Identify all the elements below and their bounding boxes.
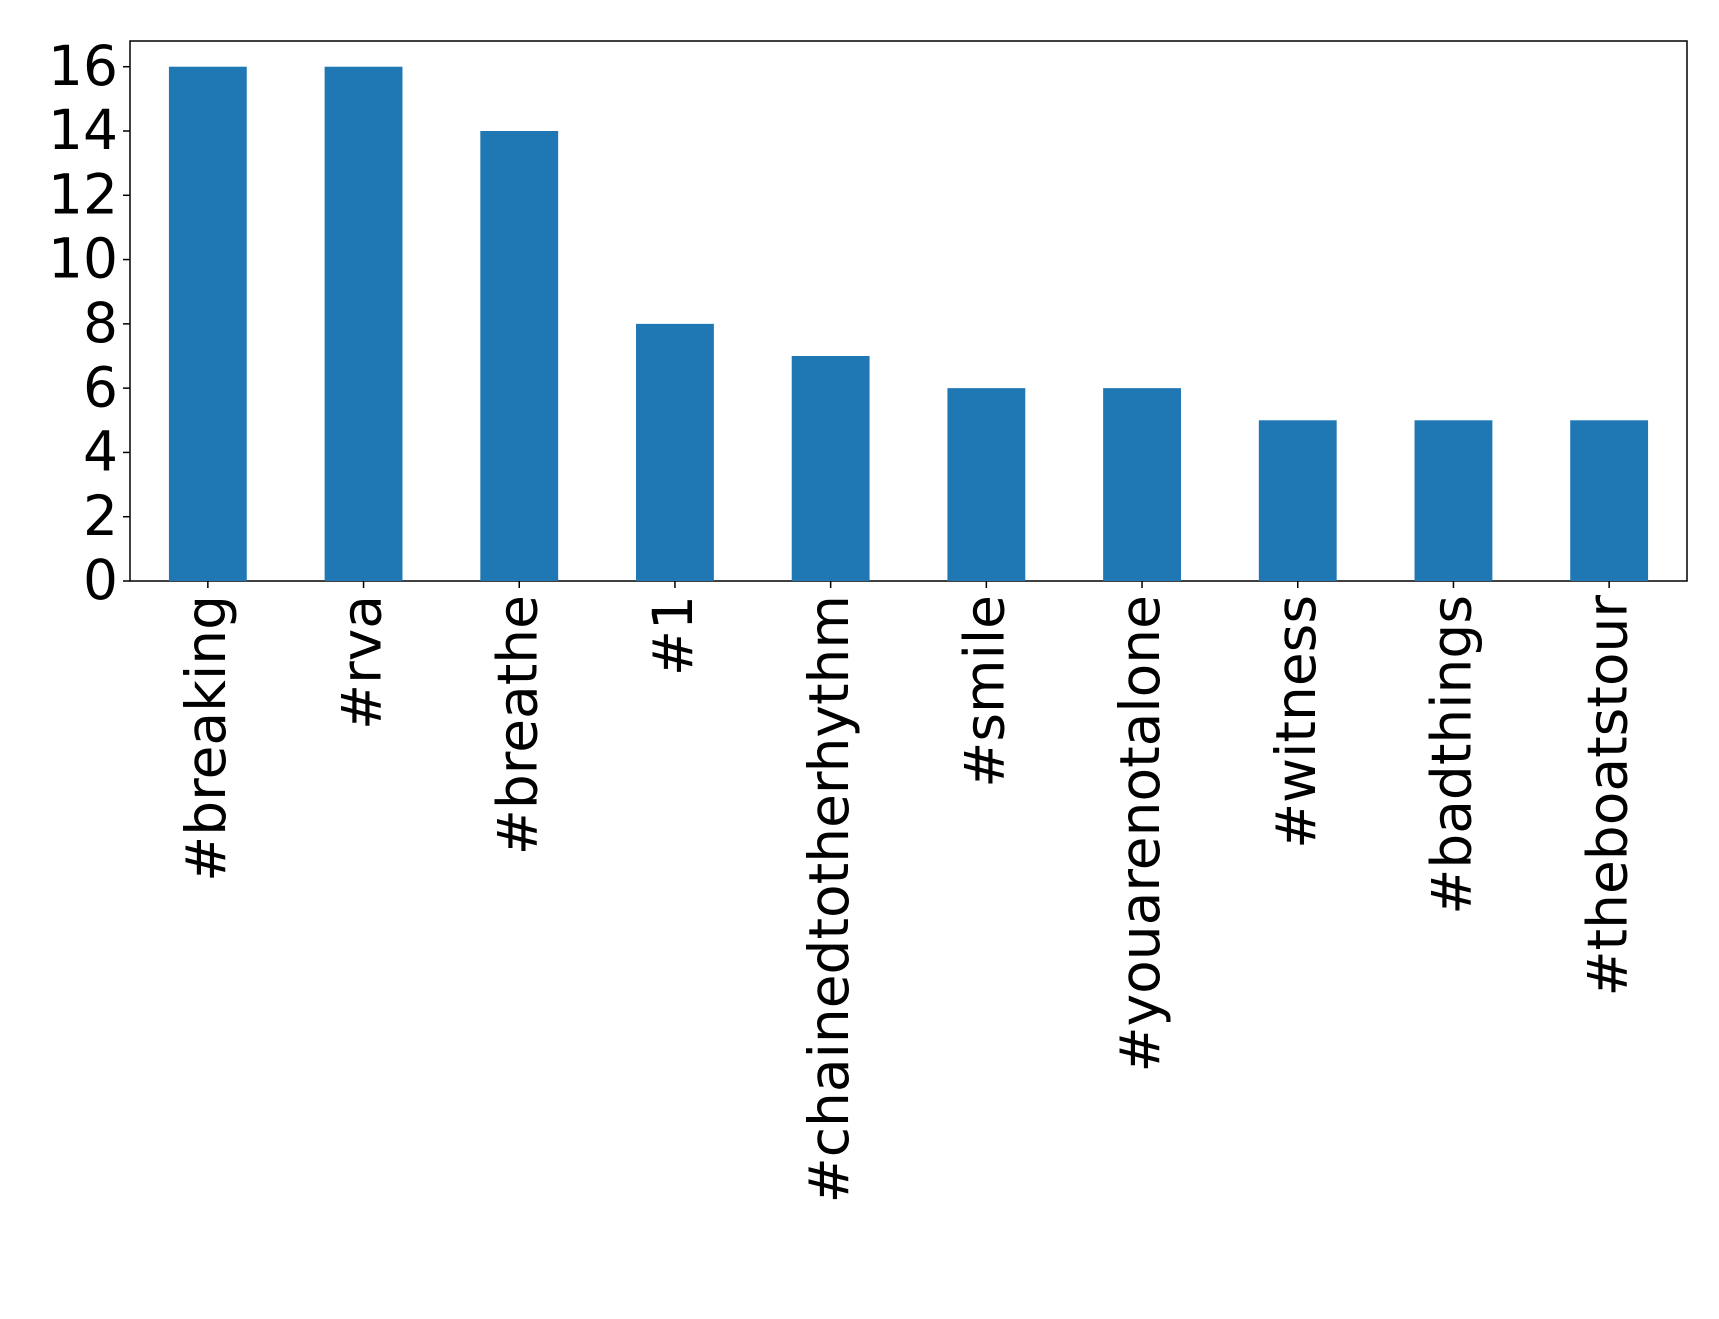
y-tick-label: 12 <box>48 162 118 226</box>
y-tick-label: 0 <box>83 548 118 612</box>
y-tick-label: 14 <box>48 98 118 162</box>
bar <box>480 131 559 581</box>
bar <box>1103 388 1181 581</box>
bar <box>324 66 403 581</box>
x-tick-label: #rva <box>330 595 394 730</box>
y-tick-label: 2 <box>83 484 118 548</box>
bar <box>791 356 870 581</box>
x-tick-label: #youarenotalone <box>1108 595 1172 1073</box>
x-tick-label: #badthings <box>1420 595 1484 915</box>
bar <box>1570 420 1649 581</box>
plot-frame <box>129 40 1688 582</box>
x-tick-label: #theboatstour <box>1575 595 1639 997</box>
bar <box>947 388 1026 581</box>
bar <box>1258 420 1337 581</box>
y-tick-label: 10 <box>48 227 118 291</box>
x-tick-label: #1 <box>641 595 705 676</box>
x-tick-label: #witness <box>1264 595 1328 849</box>
y-tick-label: 8 <box>83 291 118 355</box>
x-tick-label: #breathe <box>485 595 549 855</box>
bar <box>636 323 714 581</box>
y-tick-label: 6 <box>83 355 118 419</box>
y-tick-label: 4 <box>83 420 118 484</box>
bar <box>1414 420 1493 581</box>
x-tick-label: #chainedtotherhythm <box>797 595 861 1203</box>
y-tick-label: 16 <box>48 34 118 98</box>
x-tick-label: #breaking <box>174 595 238 882</box>
x-tick-label: #smile <box>952 595 1016 788</box>
bar <box>168 66 247 581</box>
